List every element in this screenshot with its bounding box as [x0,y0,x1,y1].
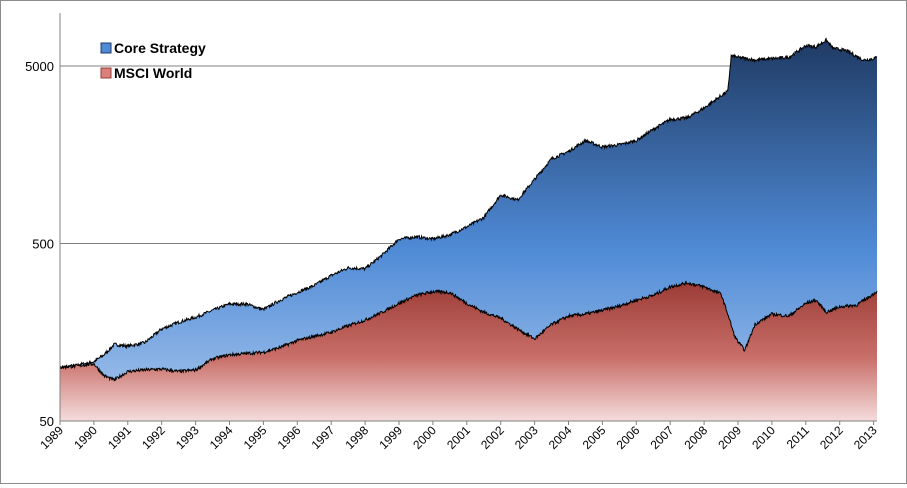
x-tick-labels: 1989 1990 1991 1992 1993 1994 1995 1996 1997 1998… [37,421,880,452]
x-tick-label-2010: 2010 [749,423,778,452]
x-tick-label-2005: 2005 [580,423,609,452]
x-tick-label-2013: 2013 [851,423,880,452]
legend-swatch-core-strategy [100,42,112,54]
series-areas [59,37,878,421]
x-tick-label-2002: 2002 [478,423,507,452]
x-tick-label-2008: 2008 [681,423,710,452]
x-tick-label-2004: 2004 [546,423,575,452]
line-msci-world [59,280,878,382]
x-tick-label-1997: 1997 [309,423,338,452]
line-core-strategy [59,37,878,370]
x-tick-label-2009: 2009 [715,423,744,452]
legend-swatch-msci-world [100,67,112,79]
legend: Core Strategy MSCI World [100,40,206,81]
legend-label-core-strategy: Core Strategy [114,40,206,56]
y-tick-labels: 50 500 5000 [25,59,54,429]
x-tick-label-2011: 2011 [784,423,812,451]
axes [59,13,877,422]
x-tick-label-1996: 1996 [275,423,304,452]
x-tick-label-2003: 2003 [512,423,541,452]
x-tick-label-2000: 2000 [410,423,439,452]
x-tick-label-1991: 1991 [105,423,134,452]
x-tick-label-1995: 1995 [241,423,270,452]
area-msci-world [60,281,877,421]
x-tick-label-2007: 2007 [648,423,677,452]
y-tick-label-50: 50 [40,414,54,429]
x-tick-label-1992: 1992 [139,423,168,452]
x-tick-label-2001: 2001 [444,423,473,452]
x-tick-label-1990: 1990 [71,423,100,452]
x-tick-label-1998: 1998 [342,423,371,452]
x-tick-label-2012: 2012 [817,423,846,452]
y-tick-label-5000: 5000 [25,59,54,74]
x-tick-label-1994: 1994 [207,423,236,452]
x-tick-label-1993: 1993 [173,423,202,452]
y-tick-label-500: 500 [32,237,54,252]
x-tick-label-1999: 1999 [376,423,405,452]
legend-label-msci-world: MSCI World [114,65,192,81]
x-tick-label-2006: 2006 [614,423,643,452]
